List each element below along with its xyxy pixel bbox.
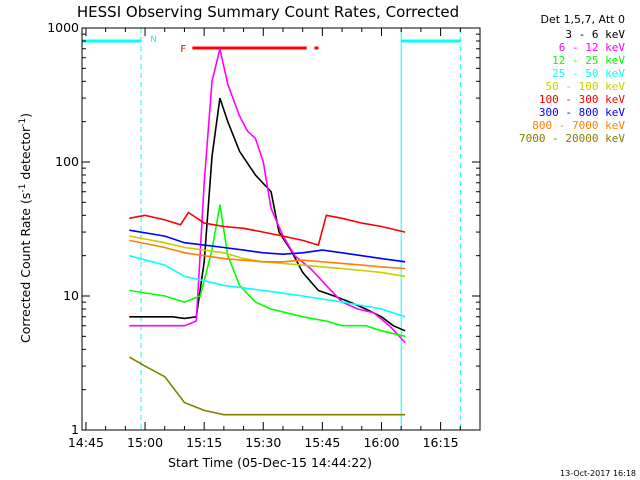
legend-entry-6: 300 - 800 keV: [539, 106, 625, 119]
series-line-7: [129, 239, 406, 270]
x-tick-label-5: 16:00: [363, 435, 399, 450]
flare-marker-label: F: [180, 44, 186, 55]
y-axis-label-mid: detector: [18, 126, 33, 184]
x-tick-label-3: 15:30: [245, 435, 281, 450]
x-tick-label-2: 15:15: [186, 435, 222, 450]
legend-entry-7: 800 - 7000 keV: [532, 119, 625, 132]
series-line-0: [129, 97, 406, 332]
x-axis-label: Start Time (05-Dec-15 14:44:22): [168, 455, 372, 470]
series-line-1: [129, 48, 406, 344]
legend-header: Det 1,5,7, Att 0: [541, 13, 625, 26]
y-tick-label-2: 100: [55, 154, 79, 169]
legend-entry-8: 7000 - 20000 keV: [519, 132, 625, 145]
night-marker-label: N: [150, 35, 157, 45]
y-tick-label-1: 10: [63, 288, 79, 303]
legend-entry-2: 12 - 25 keV: [552, 54, 625, 67]
x-tick-label-0: 14:45: [68, 435, 104, 450]
y-axis-label: Corrected Count Rate (s-1 detector-1): [18, 113, 33, 343]
y-axis-label-sup1: -1: [18, 184, 28, 193]
chart-title: HESSI Observing Summary Count Rates, Cor…: [77, 3, 459, 21]
y-axis-label-end: ): [18, 113, 33, 118]
legend-entry-5: 100 - 300 keV: [539, 93, 625, 106]
series-line-6: [129, 229, 406, 263]
y-axis-label-group: Corrected Count Rate (s-1 detector-1): [18, 113, 33, 343]
x-tick-label-6: 16:15: [423, 435, 459, 450]
series-line-2: [129, 204, 406, 338]
legend-entry-4: 50 - 100 keV: [546, 80, 626, 93]
plot-data-layer: NF: [82, 28, 461, 430]
y-axis-label-sup2: -1: [18, 118, 28, 127]
legend-entry-0: 3 - 6 keV: [565, 28, 625, 41]
x-tick-label-4: 15:45: [304, 435, 340, 450]
legend-entry-3: 25 - 50 keV: [552, 67, 625, 80]
plot-frame: [81, 27, 481, 431]
series-line-8: [128, 356, 406, 416]
series-line-3: [129, 254, 406, 318]
x-tick-label-1: 15:00: [127, 435, 163, 450]
legend-entry-1: 6 - 12 keV: [559, 41, 626, 54]
y-axis-label-main: Corrected Count Rate (s: [18, 193, 33, 343]
series-line-5: [129, 211, 406, 247]
y-tick-label-0: 1: [71, 422, 79, 437]
axis-ticks: 14:45 15:00 15:15 15:30 15:45 16:00 16:15 1 10 10…: [47, 20, 481, 450]
footer-date: 13-Oct-2017 16:18: [560, 469, 636, 478]
y-tick-label-3: 1000: [47, 20, 79, 35]
